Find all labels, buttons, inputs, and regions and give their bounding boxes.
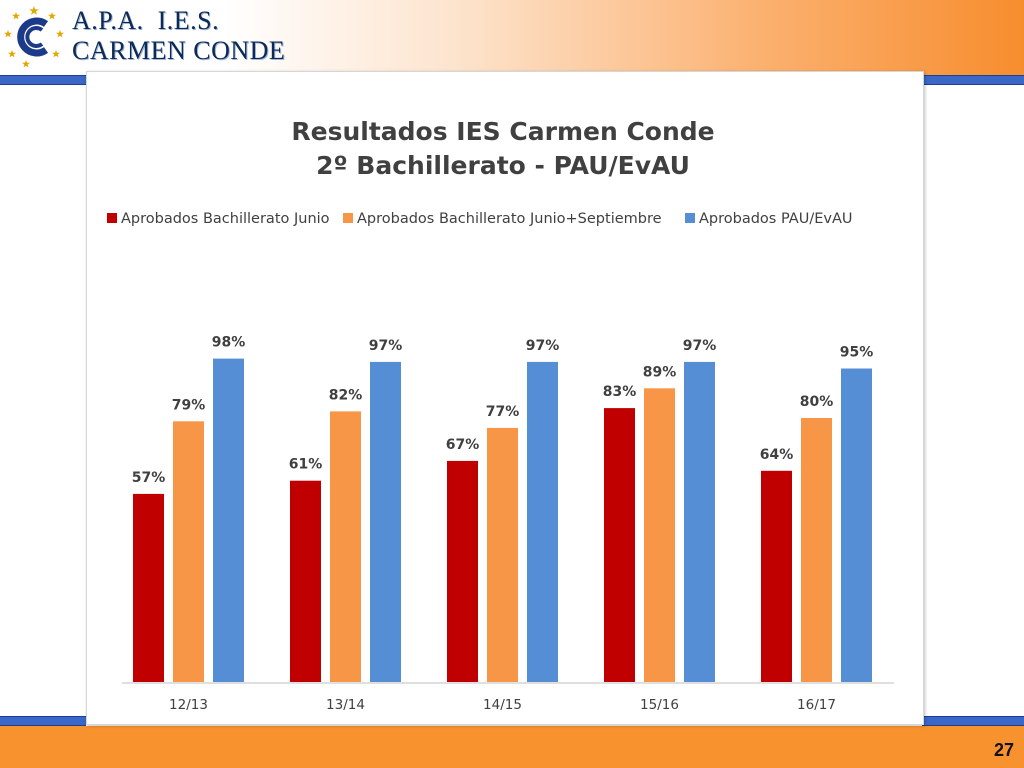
logo-icon [4,6,64,68]
legend-label-3: Aprobados PAU/EvAU [699,211,852,227]
footer-stripe-left [0,716,86,726]
bar-14-15-series-2 [487,427,518,682]
bar-value-label: 79% [172,397,206,413]
x-tick-label: 14/15 [483,697,522,713]
logo-title-line-1: A.P.A. I.E.S. [72,6,220,35]
bar-16-17-series-3 [841,368,872,682]
chart-bars [133,358,872,682]
bar-14-15-series-1 [447,460,478,682]
chart-legend: Aprobados Bachillerato Junio Aprobados Ba… [107,211,852,227]
legend-label-1: Aprobados Bachillerato Junio [121,211,330,227]
logo-title-line-2: CARMEN CONDE [72,36,286,65]
bar-13-14-series-3 [370,361,401,682]
legend-swatch-1 [107,213,117,223]
bar-15-16-series-1 [604,408,635,682]
x-tick-label: 16/17 [797,697,836,713]
x-axis-tick-labels: 12/13 13/14 14/15 15/16 16/17 [169,697,836,713]
bar-value-label: 97% [369,338,403,354]
bar-value-label: 95% [840,345,874,361]
bar-value-label: 97% [526,338,560,354]
bar-value-label: 67% [446,437,480,453]
header-stripe-left [0,75,86,85]
bar-15-16-series-2 [644,388,675,682]
legend-swatch-3 [685,213,695,223]
bar-value-label: 83% [603,384,637,400]
chart-value-labels: 57% 79% 98% 61% 82% 97% 67% 77% 97% 83% 89% 97% 64% 8… [132,335,874,486]
bar-15-16-series-3 [684,361,715,682]
bar-13-14-series-1 [290,480,321,682]
legend-label-2: Aprobados Bachillerato Junio+Septiembre [357,211,662,227]
chart-title-line-1: Resultados IES Carmen Conde [291,117,714,146]
bar-value-label: 97% [683,338,717,354]
bar-value-label: 98% [212,335,246,351]
bar-value-label: 64% [760,447,794,463]
bar-value-label: 89% [643,364,677,380]
page-number: 27 [993,740,1014,760]
bar-chart: Resultados IES Carmen Conde 2º Bachiller… [107,117,894,713]
bar-16-17-series-1 [761,470,792,682]
bar-value-label: 82% [329,387,363,403]
bar-16-17-series-2 [801,418,832,682]
bar-14-15-series-3 [527,361,558,682]
bar-value-label: 77% [486,404,520,420]
x-tick-label: 15/16 [640,697,679,713]
bar-value-label: 61% [289,457,323,473]
bar-12-13-series-2 [173,421,204,682]
bar-value-label: 80% [800,394,834,410]
x-tick-label: 13/14 [326,697,365,713]
footer-band [0,726,1024,768]
chart-title-line-2: 2º Bachillerato - PAU/EvAU [316,151,690,180]
bar-value-label: 57% [132,470,166,486]
x-tick-label: 12/13 [169,697,208,713]
footer-stripe-right [922,716,1024,726]
legend-swatch-2 [343,213,353,223]
bar-13-14-series-2 [330,411,361,682]
bar-12-13-series-3 [213,358,244,682]
header-band [0,0,1024,76]
chart-card: Resultados IES Carmen Conde 2º Bachiller… [86,71,924,725]
header-stripe-right [922,75,1024,85]
bar-12-13-series-1 [133,493,164,682]
